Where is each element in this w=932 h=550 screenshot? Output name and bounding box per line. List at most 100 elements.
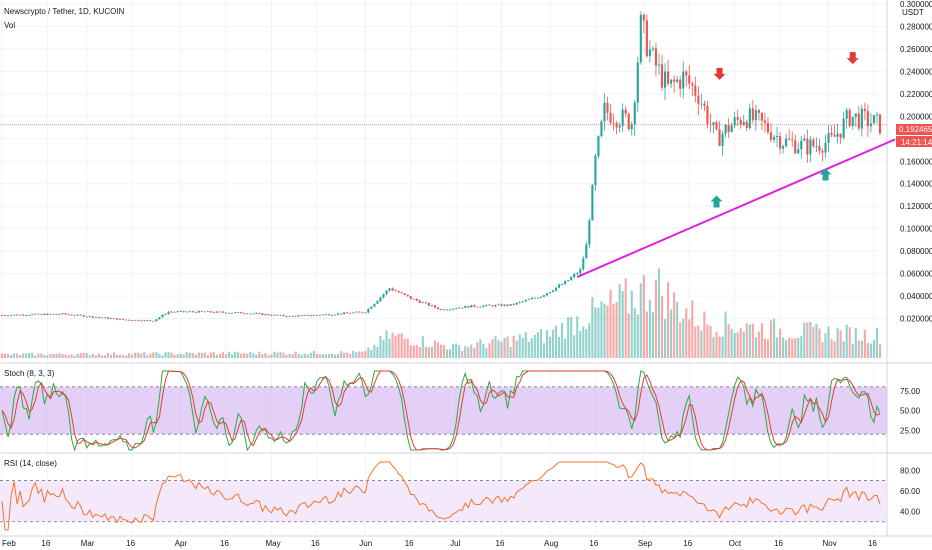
volume-bar [875,327,879,358]
price-tick-label: 0.120000 [900,202,932,211]
volume-bar [851,343,854,358]
volume-bar [857,340,860,358]
candle-body [776,135,779,137]
overlay-layer [0,52,896,278]
volume-bar [412,345,415,358]
candle-body [28,315,31,316]
rsi-title[interactable]: RSI (14, close) [4,459,57,468]
volume-bar [194,354,197,358]
volume-bar [479,339,482,358]
candle-body [603,102,606,122]
symbol-title[interactable]: Newscrypto / Tether, 1D, KUCOIN [4,7,125,16]
time-tick-label: 16 [405,539,414,548]
volume-bar [122,354,125,358]
volume-bar [19,355,22,358]
volume-bar [252,353,255,358]
candle-body [13,314,16,316]
candle-body [197,310,200,313]
stoch-tick-label: 75.00 [900,387,921,396]
candle-body [473,305,476,307]
volume-bar [306,354,309,358]
candle-body [633,102,636,125]
candle-body [621,109,624,126]
candle-body [797,149,800,154]
candle-body [161,314,164,318]
candle-body [488,304,491,306]
volume-bar [812,327,815,358]
candle-body [736,117,739,120]
volume-label[interactable]: Vol [4,21,15,30]
volume-bar [636,314,639,358]
candle-body [337,313,340,315]
candle-body [739,119,742,125]
candle-body [433,305,437,308]
volume-bar [140,353,143,358]
candle-body [573,274,576,278]
candle-body [494,304,497,307]
volume-bar [821,342,824,358]
volume-bar [173,354,176,358]
candle-body [358,311,361,313]
candle-body [379,297,382,301]
volume-bar [321,354,324,358]
candle-body [763,120,767,123]
volume-bar [639,283,642,358]
candle-body [452,308,455,310]
volume-bar [55,353,58,358]
candle-body [724,124,727,134]
volume-bar [88,355,91,358]
volume-bar [97,353,100,358]
candle-body [212,312,215,314]
candle-body [427,302,430,306]
candle-body [355,311,358,313]
candle-body [703,103,706,107]
volume-bar [436,342,440,358]
volume-bar [31,352,34,358]
candle-body [119,318,122,320]
volume-bar [848,327,851,358]
volume-bar [385,330,388,358]
candle-body [188,311,191,313]
candle-body [291,315,294,317]
volume-bar [794,338,797,358]
volume-bar [285,354,288,358]
candle-body [548,291,552,294]
time-tick-label: Jul [450,539,460,548]
volume-bar [355,352,358,358]
candle-body [106,317,110,319]
candle-body [748,108,751,129]
candle-body [842,118,845,138]
candle-body [288,315,291,317]
candle-body [306,314,309,316]
time-tick-label: Feb [2,539,16,548]
candle-body [294,315,297,317]
volume-bar [282,352,285,358]
volume-bar [67,355,70,358]
candle-body [112,318,116,320]
volume-bar [40,353,43,358]
volume-bar [367,347,370,358]
candle-body [40,313,43,315]
candle-body [349,313,352,314]
candle-body [224,312,228,314]
candle-body [309,315,312,317]
candle-body [485,304,488,306]
stoch-title[interactable]: Stoch (8, 3, 3) [4,369,55,378]
rsi-tick-label: 60.00 [900,487,921,496]
volume-bar [3,353,7,358]
volume-bar [754,337,757,358]
candle-body [836,133,839,137]
candle-body [709,123,712,125]
candle-layer[interactable] [0,11,882,322]
volume-bar [660,295,664,358]
volume-bar [200,352,203,358]
candle-body [794,140,797,154]
candle-body [143,320,146,321]
candle-body [346,312,349,314]
volume-bar [249,351,252,358]
volume-bar [842,341,845,358]
volume-bar [327,354,331,358]
volume-bar [591,297,594,358]
volume-bar [461,351,464,358]
